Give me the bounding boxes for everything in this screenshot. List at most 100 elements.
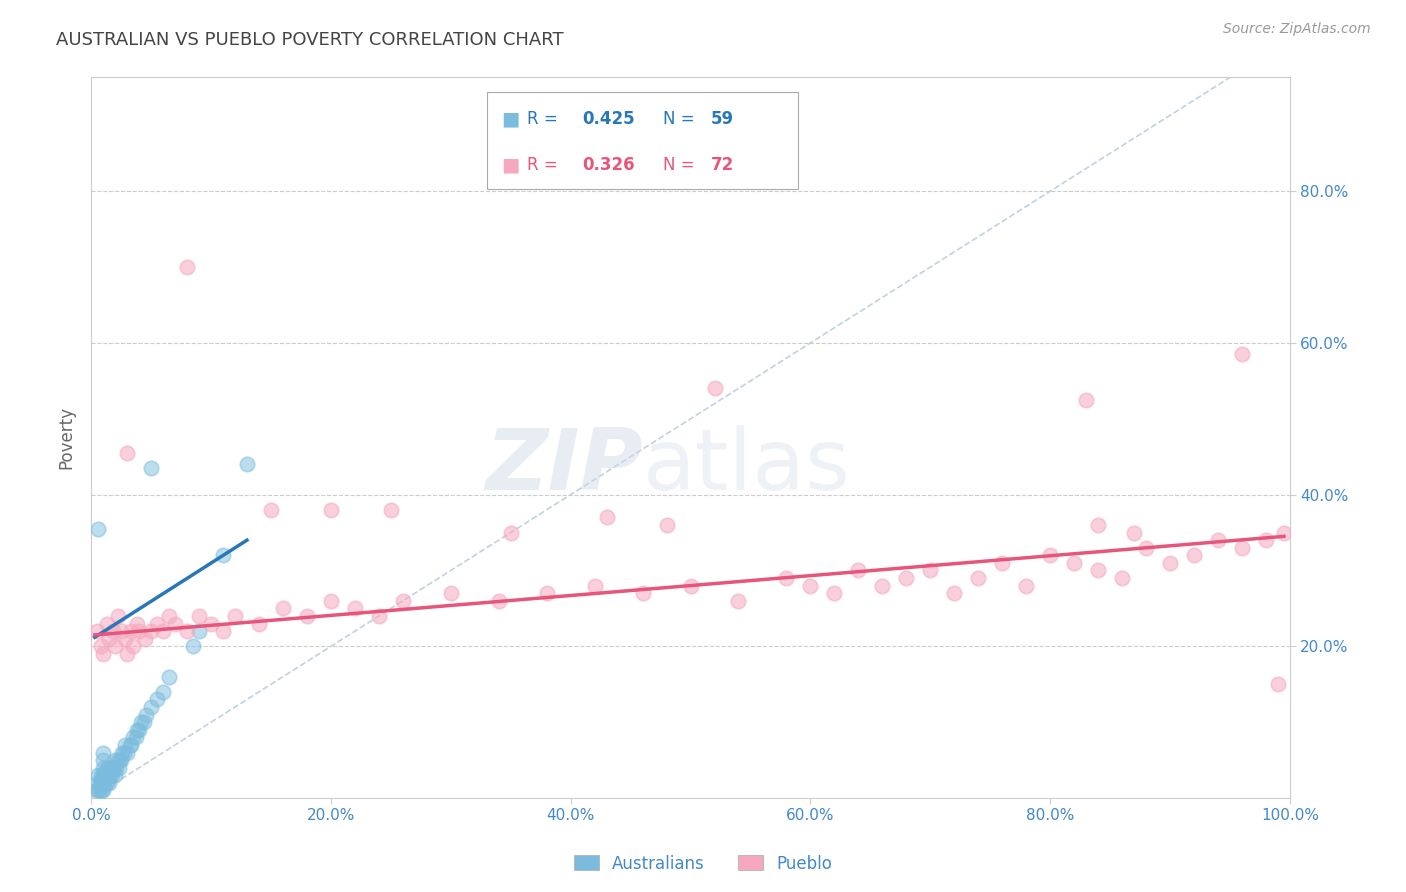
Text: 0.425: 0.425 <box>582 110 636 128</box>
Point <box>93 776 115 790</box>
Point <box>125 616 148 631</box>
Point <box>1039 549 1062 563</box>
Point <box>114 738 136 752</box>
Point <box>392 594 415 608</box>
Text: AUSTRALIAN VS PUEBLO POVERTY CORRELATION CHART: AUSTRALIAN VS PUEBLO POVERTY CORRELATION… <box>56 31 564 49</box>
Text: ■: ■ <box>501 110 519 128</box>
Point <box>128 624 150 639</box>
Text: R =: R = <box>527 156 564 174</box>
Point <box>103 761 125 775</box>
Point <box>967 571 990 585</box>
Point <box>91 761 114 775</box>
Point <box>943 586 966 600</box>
Point <box>1182 549 1205 563</box>
Point <box>1087 518 1109 533</box>
Point <box>107 761 129 775</box>
FancyBboxPatch shape <box>486 92 799 189</box>
Point <box>125 723 148 737</box>
Point <box>1111 571 1133 585</box>
Point <box>188 624 211 639</box>
Point <box>823 586 845 600</box>
Point <box>319 594 342 608</box>
Point <box>200 616 222 631</box>
Point <box>236 458 259 472</box>
Text: N =: N = <box>664 156 700 174</box>
Point <box>872 579 894 593</box>
Point <box>105 761 128 775</box>
Point <box>115 746 138 760</box>
Point <box>920 564 942 578</box>
Point <box>212 549 235 563</box>
Point <box>128 723 150 737</box>
Point <box>97 761 120 775</box>
Point <box>1015 579 1038 593</box>
Point <box>440 586 463 600</box>
Point <box>94 768 117 782</box>
Point <box>89 776 111 790</box>
Point <box>86 624 108 639</box>
Text: ZIP: ZIP <box>485 425 643 508</box>
Point <box>139 461 162 475</box>
Point <box>727 594 749 608</box>
Text: atlas: atlas <box>643 425 851 508</box>
Point <box>247 616 270 631</box>
Point <box>146 692 169 706</box>
Point <box>380 503 402 517</box>
Point <box>134 632 156 646</box>
Text: 72: 72 <box>711 156 734 174</box>
Point <box>91 783 114 797</box>
Point <box>118 738 141 752</box>
Point <box>115 446 138 460</box>
Point <box>295 609 318 624</box>
Point <box>152 624 174 639</box>
Point <box>846 564 869 578</box>
Point <box>112 746 135 760</box>
Point <box>488 594 510 608</box>
Point <box>775 571 797 585</box>
Point <box>87 783 110 797</box>
Point <box>91 753 114 767</box>
Point <box>132 715 155 730</box>
Point <box>115 647 138 661</box>
Point <box>1063 556 1085 570</box>
Point <box>110 753 132 767</box>
Point <box>107 609 129 624</box>
Point <box>91 783 114 797</box>
Point <box>96 616 118 631</box>
Point <box>176 624 198 639</box>
Text: 59: 59 <box>711 110 734 128</box>
Point <box>108 753 131 767</box>
Text: R =: R = <box>527 110 564 128</box>
Point <box>655 518 678 533</box>
Point <box>139 624 162 639</box>
Point <box>1206 533 1229 548</box>
Point <box>679 579 702 593</box>
Point <box>91 647 114 661</box>
Point <box>1272 525 1295 540</box>
Point <box>91 776 114 790</box>
Point <box>1135 541 1157 555</box>
Point <box>98 632 121 646</box>
Point <box>122 640 145 654</box>
Point <box>583 579 606 593</box>
Point <box>98 768 121 782</box>
Point <box>1074 392 1097 407</box>
Point <box>367 609 389 624</box>
Point <box>110 624 132 639</box>
Text: ■: ■ <box>501 155 519 174</box>
Point <box>101 761 124 775</box>
Point <box>1087 564 1109 578</box>
Point <box>104 768 127 782</box>
Point <box>1254 533 1277 548</box>
Point <box>101 624 124 639</box>
Point <box>176 260 198 274</box>
Point <box>120 738 142 752</box>
Point <box>260 503 283 517</box>
Point <box>181 640 204 654</box>
Point <box>1123 525 1146 540</box>
Text: 0.326: 0.326 <box>582 156 636 174</box>
Point <box>991 556 1014 570</box>
Point <box>104 753 127 767</box>
Point <box>1230 347 1253 361</box>
Point <box>1267 677 1289 691</box>
